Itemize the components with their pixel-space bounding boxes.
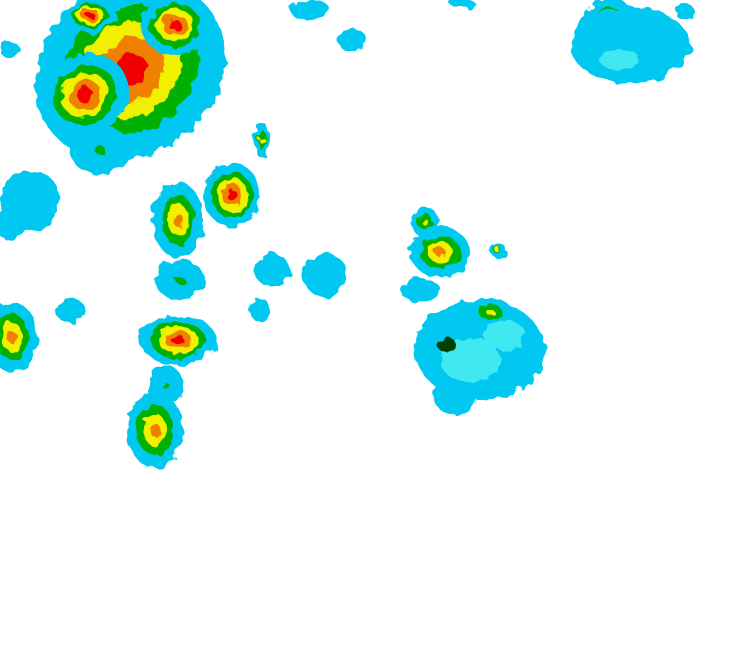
- echo-dark-green: [438, 337, 456, 353]
- echo-orange: [434, 247, 446, 257]
- echo-cyan: [485, 320, 525, 350]
- echo-light-blue: [254, 254, 290, 286]
- echo-light-blue: [675, 4, 695, 20]
- echo-light-blue: [250, 298, 270, 322]
- echo-light-blue: [0, 210, 25, 240]
- echo-light-blue: [303, 253, 347, 297]
- echo-yellow: [486, 309, 494, 315]
- echo-yellow: [495, 247, 501, 253]
- echo-yellow: [422, 219, 428, 225]
- echo-orange: [7, 330, 17, 344]
- echo-orange: [173, 213, 183, 227]
- echo-cyan: [440, 338, 500, 382]
- echo-green: [175, 276, 185, 284]
- echo-red: [85, 11, 95, 19]
- echo-cyan: [600, 50, 640, 70]
- echo-red: [171, 335, 185, 345]
- echo-light-blue: [55, 298, 85, 322]
- echo-light-blue: [433, 375, 477, 415]
- echo-green: [94, 145, 106, 155]
- echo-light-blue: [570, 7, 690, 83]
- echo-yellow: [259, 136, 265, 144]
- echo-red: [226, 189, 238, 201]
- echo-red: [168, 19, 182, 31]
- echo-light-blue: [0, 42, 20, 58]
- echo-orange: [149, 423, 161, 437]
- echo-light-blue: [290, 0, 330, 20]
- echo-light-blue: [400, 278, 440, 302]
- echo-red: [77, 87, 93, 103]
- echo-green: [161, 381, 169, 389]
- echo-light-blue: [450, 0, 474, 9]
- echo-light-blue: [338, 28, 366, 52]
